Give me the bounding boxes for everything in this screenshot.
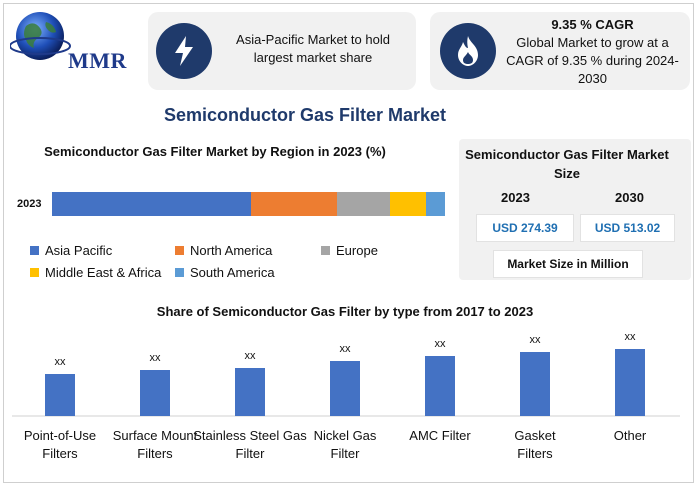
flame-icon <box>440 23 496 79</box>
region-chart-year-label: 2023 <box>17 198 42 210</box>
type-bar-data-label: xx <box>625 331 637 343</box>
legend-swatch-middle-east-africa <box>30 268 39 277</box>
mmr-logo: MMR <box>9 10 140 73</box>
legend-asia-pacific: Asia Pacific <box>30 243 112 258</box>
type-category-label: Filters <box>137 446 173 461</box>
legend-north-america: North America <box>175 243 272 258</box>
type-category-label: Other <box>614 428 647 443</box>
region-stacked-bar <box>52 192 445 216</box>
type-chart-title: Share of Semiconductor Gas Filter by typ… <box>156 304 534 319</box>
stack-segment-middle-east-africa <box>390 192 427 216</box>
legend-label: South America <box>190 265 275 280</box>
type-bar <box>235 368 265 416</box>
type-bar-data-label: xx <box>530 334 542 346</box>
market-size-value-2023: USD 274.39 <box>476 214 574 242</box>
legend-swatch-asia-pacific <box>30 246 39 255</box>
type-category-label: Filters <box>42 446 78 461</box>
asia-pacific-text: Asia-Pacific Market to hold largest mark… <box>236 32 390 65</box>
type-category-label: Filters <box>517 446 553 461</box>
market-size-card: Semiconductor Gas Filter Market Size 202… <box>459 139 691 280</box>
infographic-frame <box>3 3 694 483</box>
cagr-text-block: 9.35 % CAGR Global Market to grow at a C… <box>500 16 685 88</box>
type-category-label: Nickel Gas <box>314 428 377 443</box>
asia-pacific-card: Asia-Pacific Market to hold largest mark… <box>148 12 416 90</box>
market-size-title: Semiconductor Gas Filter Market Size <box>465 147 669 181</box>
legend-label: North America <box>190 243 273 258</box>
type-bar <box>615 349 645 416</box>
type-category-label: Surface Mount <box>113 428 198 443</box>
type-bar <box>140 370 170 416</box>
type-bar-data-label: xx <box>150 352 162 364</box>
type-category-label: Filter <box>331 446 361 461</box>
cagr-headline: 9.35 % CAGR <box>551 17 634 32</box>
type-bar-data-label: xx <box>340 343 352 355</box>
type-category-label: Filter <box>236 446 266 461</box>
type-bar <box>45 374 75 416</box>
type-bar-data-label: xx <box>435 338 447 350</box>
type-bar <box>425 356 455 416</box>
type-category-label: AMC Filter <box>409 428 471 443</box>
legend-label: Europe <box>336 243 378 258</box>
type-bar <box>520 352 550 416</box>
region-chart-title: Semiconductor Gas Filter Market by Regio… <box>44 144 386 159</box>
type-category-label: Stainless Steel Gas <box>193 428 307 443</box>
stack-segment-europe <box>336 192 391 216</box>
logo-text: MMR <box>68 48 127 73</box>
legend-swatch-south-america <box>175 268 184 277</box>
type-bar-data-label: xx <box>55 356 67 368</box>
legend-swatch-north-america <box>175 246 184 255</box>
stack-segment-north-america <box>250 192 337 216</box>
type-category-label: Gasket <box>514 428 556 443</box>
page-title: Semiconductor Gas Filter Market <box>163 105 447 125</box>
stack-segment-south-america <box>426 192 445 216</box>
market-size-value-2030: USD 513.02 <box>580 214 675 242</box>
market-size-unit-label: Market Size in Million <box>493 250 643 278</box>
type-bar <box>330 361 360 416</box>
lightning-icon <box>156 23 212 79</box>
legend-label: Middle East & Africa <box>45 265 162 280</box>
legend-middle-east-africa: Middle East & Africa <box>30 265 161 280</box>
legend-south-america: South America <box>175 265 275 280</box>
legend-europe: Europe <box>321 243 378 258</box>
legend-swatch-europe <box>321 246 330 255</box>
cagr-description: Global Market to grow at a CAGR of 9.35 … <box>506 35 679 86</box>
legend-label: Asia Pacific <box>45 243 113 258</box>
stack-segment-asia-pacific <box>52 192 251 216</box>
type-bar-data-label: xx <box>245 350 257 362</box>
market-size-year-2023: 2023 <box>501 190 530 205</box>
globe-icon <box>9 12 71 60</box>
cagr-card: 9.35 % CAGR Global Market to grow at a C… <box>430 12 690 90</box>
market-size-year-2030: 2030 <box>615 190 644 205</box>
type-category-label: Point-of-Use <box>24 428 96 443</box>
